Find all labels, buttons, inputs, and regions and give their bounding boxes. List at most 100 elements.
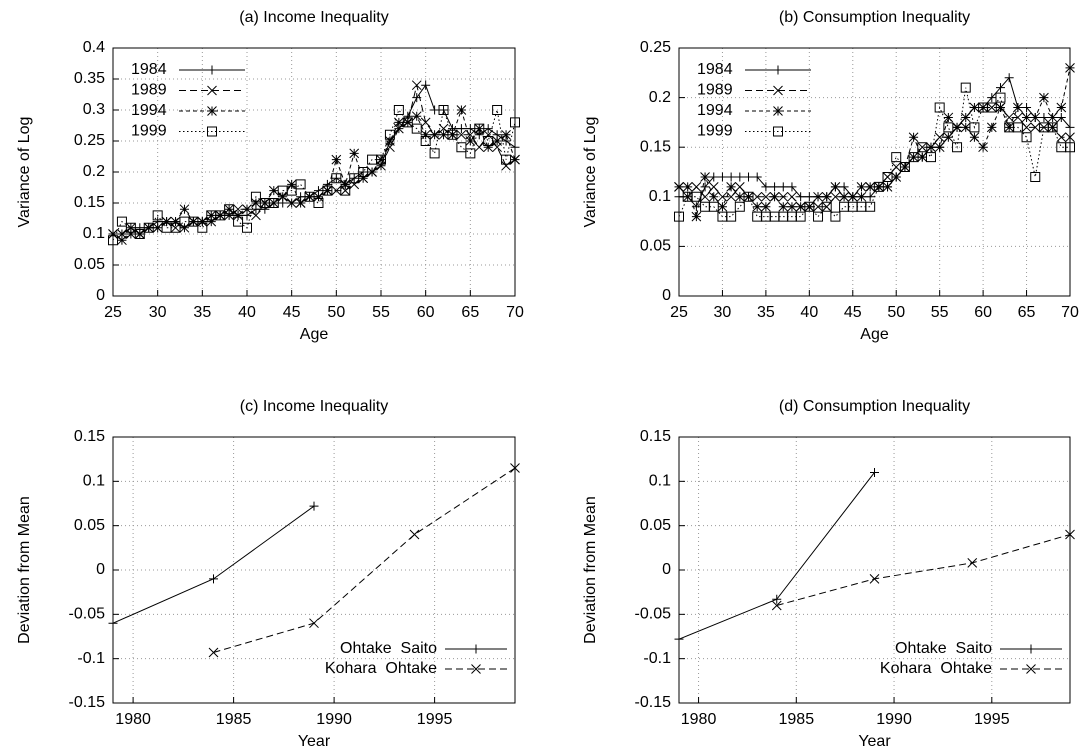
data-marker [394,117,404,128]
data-marker [856,182,867,192]
y-tick-label: 0.05 [74,256,105,273]
data-marker [456,142,467,153]
data-marker [869,574,880,584]
x-tick-label: 1985 [216,711,252,728]
legend-marker [1026,644,1036,654]
y-tick-label: -0.15 [69,694,106,711]
data-marker [978,142,988,153]
y-tick-label: 0.1 [649,188,671,205]
data-marker [474,123,485,134]
data-marker [1030,112,1041,123]
data-marker [483,124,493,134]
legend-marker [207,126,217,137]
legend-label: Kohara Ohtake [880,660,992,677]
data-marker [430,105,440,115]
data-marker [943,132,954,143]
x-tick-label: 55 [372,304,390,321]
data-marker [839,191,849,202]
data-marker [752,172,762,182]
data-marker [1022,103,1032,113]
x-axis-label: Year [858,733,891,749]
data-marker [209,574,218,584]
legend-label: 1989 [131,82,167,99]
data-marker [393,105,404,115]
data-marker [986,102,997,113]
legend-marker [1026,664,1036,674]
data-marker [277,191,288,202]
data-marker [143,222,154,233]
y-tick-label: -0.05 [635,606,672,623]
data-marker [492,105,503,115]
x-tick-label: 60 [417,304,435,321]
data-marker [1021,112,1032,123]
data-marker [268,198,279,208]
series-line [112,505,315,624]
legend-marker [207,65,217,75]
data-marker [1013,102,1023,113]
data-marker [483,129,494,140]
data-marker [986,122,997,133]
x-tick-label: 55 [931,304,949,321]
y-axis-label: Variance of Log [582,117,599,228]
data-marker [152,210,163,221]
x-tick-label: 45 [283,304,301,321]
data-marker [960,82,971,93]
data-marker [986,102,997,113]
y-tick-label: 0.35 [74,70,105,87]
legend-marker [773,126,783,137]
series-line [678,472,875,640]
data-marker [952,122,962,133]
data-marker [409,529,420,540]
data-marker [340,185,351,196]
data-marker [358,173,368,184]
x-tick-label: 45 [844,304,862,321]
data-marker [197,222,208,233]
data-marker [313,198,324,208]
y-tick-label: -0.05 [69,606,106,623]
data-marker [108,618,118,628]
data-marker [224,204,234,215]
x-tick-label: 70 [1061,304,1079,321]
data-marker [474,142,485,153]
data-marker [492,136,502,146]
y-tick-label: 0.05 [640,517,671,534]
data-marker [995,102,1006,113]
data-marker [331,154,342,165]
data-marker [726,211,737,222]
data-marker [943,112,954,123]
data-marker [787,191,797,202]
data-marker [761,201,771,212]
data-marker [456,124,466,134]
data-marker [465,148,476,159]
data-marker [934,102,945,113]
data-marker [1065,62,1075,73]
legend-label: 1984 [131,61,167,78]
data-marker [465,124,475,134]
data-marker [349,148,360,159]
data-marker [152,222,163,233]
data-marker [726,172,736,182]
y-tick-label: 0.25 [74,132,105,149]
data-marker [770,182,780,192]
data-marker [865,182,876,192]
data-marker [709,172,719,182]
data-marker [771,600,782,611]
y-tick-label: 0.05 [74,517,105,534]
data-marker [804,192,814,202]
data-marker [170,222,181,233]
data-marker [510,117,520,128]
data-marker [772,594,782,604]
data-marker [952,142,963,153]
data-marker [735,172,745,182]
x-axis-label: Age [860,326,889,343]
x-tick-label: 1980 [115,711,151,728]
data-marker [839,201,850,212]
data-marker [447,129,458,140]
data-marker [251,210,261,221]
y-tick-label: 0 [96,287,105,304]
x-tick-label: 1995 [417,711,453,728]
data-marker [778,201,789,212]
data-marker [700,182,710,192]
data-marker [700,201,711,212]
